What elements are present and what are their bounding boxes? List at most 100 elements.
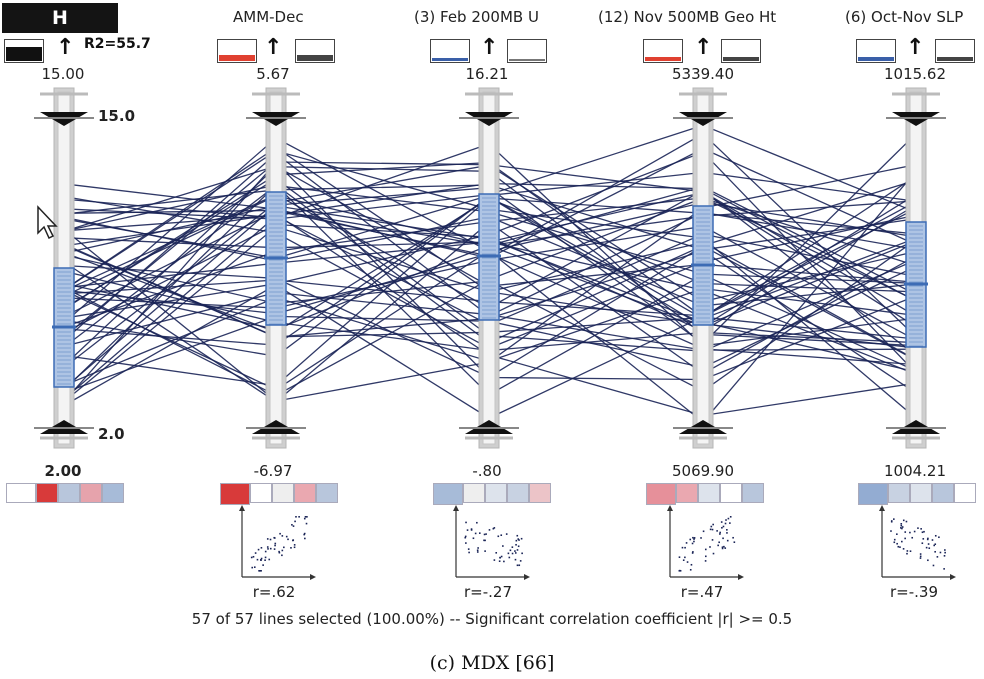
axis-1-indicator-left[interactable] (217, 39, 257, 63)
axis-4-indicator-right[interactable] (935, 39, 975, 63)
scatter-point (704, 555, 707, 558)
scatter-point (893, 538, 896, 541)
correlation-swatch[interactable] (858, 483, 888, 505)
scatter-point (936, 556, 939, 558)
scatter-point (893, 518, 895, 520)
correlation-swatch[interactable] (80, 483, 102, 503)
dependent-variable-badge[interactable]: H (2, 3, 118, 33)
correlation-swatch[interactable] (6, 483, 36, 503)
axis-2-max-value: 16.21 (465, 65, 509, 83)
correlation-swatch[interactable] (220, 483, 250, 505)
correlation-swatch[interactable] (272, 483, 294, 503)
mini-scatter-axis-4[interactable] (876, 505, 956, 585)
mini-axis-arrow (524, 574, 530, 580)
axis-2-indicator-left[interactable] (430, 39, 470, 63)
scatter-point (516, 549, 519, 551)
scatter-point (293, 546, 296, 549)
mini-scatter-axis-3[interactable] (664, 505, 744, 585)
correlation-swatch[interactable] (954, 483, 976, 503)
axis-3-indicator-left[interactable] (643, 39, 683, 63)
axis-3-max-value: 5339.40 (671, 65, 735, 83)
scatter-point (904, 531, 907, 533)
correlation-swatch[interactable] (932, 483, 954, 503)
scatter-point (726, 539, 729, 542)
scatter-point (516, 564, 519, 567)
correlation-swatch[interactable] (58, 483, 80, 503)
correlation-swatch[interactable] (742, 483, 764, 503)
dependent-direction-indicator[interactable] (4, 39, 44, 63)
correlation-swatch[interactable] (720, 483, 742, 503)
mini-axis-arrow (738, 574, 744, 580)
scatter-point (465, 521, 467, 524)
correlation-swatch[interactable] (250, 483, 272, 503)
correlation-swatch[interactable] (646, 483, 676, 505)
scatter-point (725, 519, 727, 521)
correlation-swatch[interactable] (463, 483, 485, 503)
correlation-swatch[interactable] (888, 483, 910, 503)
correlation-swatch[interactable] (698, 483, 720, 503)
correlation-swatch[interactable] (529, 483, 551, 503)
correlation-swatch[interactable] (507, 483, 529, 503)
scatter-point (716, 530, 718, 532)
axis-2-indicator-right[interactable] (507, 39, 547, 63)
scatter-point (733, 541, 736, 543)
up-arrow-icon: ↑ (264, 35, 283, 60)
correlation-swatch[interactable] (676, 483, 698, 503)
scatter-point (298, 516, 300, 518)
scatter-point (726, 529, 728, 531)
scatter-point (901, 527, 903, 530)
axis-0-min-value: 2.00 (44, 462, 82, 480)
scatter-point (514, 552, 517, 554)
scatter-point (515, 543, 517, 546)
scatter-point (684, 546, 686, 549)
scatter-point (517, 545, 520, 548)
scatter-point (281, 535, 284, 537)
scatter-point (691, 542, 694, 545)
mini-scatter-axis-2[interactable] (450, 505, 530, 585)
axis-0-max-value: 15.00 (41, 65, 85, 83)
scatter-point (900, 527, 902, 529)
scatter-point (712, 552, 715, 555)
axis-1-indicator-right[interactable] (295, 39, 335, 63)
scatter-point (928, 547, 931, 550)
correlation-swatch[interactable] (485, 483, 507, 503)
figure-caption: (c) MDX [66] (429, 652, 555, 674)
scatter-point (252, 555, 255, 558)
scatter-point (890, 520, 893, 522)
scatter-point (511, 546, 514, 548)
scatter-point (919, 553, 922, 555)
scatter-point (919, 557, 922, 559)
scatter-point (944, 551, 946, 554)
correlation-swatch[interactable] (102, 483, 124, 503)
scatter-point (260, 570, 262, 572)
scatter-point (700, 537, 702, 539)
correlation-swatch[interactable] (910, 483, 932, 503)
scatter-point (906, 550, 909, 552)
scatter-point (264, 550, 267, 553)
scatter-point (721, 546, 724, 549)
scatter-point (260, 559, 262, 561)
correlation-swatch[interactable] (316, 483, 338, 503)
scatter-point (268, 558, 271, 561)
correlation-swatch[interactable] (36, 483, 58, 503)
scatter-point (684, 556, 686, 559)
correlation-swatch[interactable] (294, 483, 316, 503)
scatter-point (729, 516, 732, 518)
selection-status: 57 of 57 lines selected (100.00%) -- Sig… (191, 610, 793, 628)
correlation-swatch[interactable] (433, 483, 463, 505)
scatter-point (917, 527, 919, 529)
scatter-point (474, 532, 477, 535)
scatter-point (273, 536, 276, 539)
axis-4-indicator-left[interactable] (856, 39, 896, 63)
scatter-point (899, 546, 901, 548)
scatter-point (303, 532, 306, 535)
scatter-point (933, 544, 935, 547)
axis-3-correlation: r=.47 (680, 583, 724, 601)
scatter-point (934, 543, 937, 546)
scatter-point (721, 526, 723, 529)
scatter-point (693, 537, 696, 539)
mini-axis-arrow (667, 505, 673, 511)
mini-scatter-axis-1[interactable] (236, 505, 316, 585)
axis-3-indicator-right[interactable] (721, 39, 761, 63)
